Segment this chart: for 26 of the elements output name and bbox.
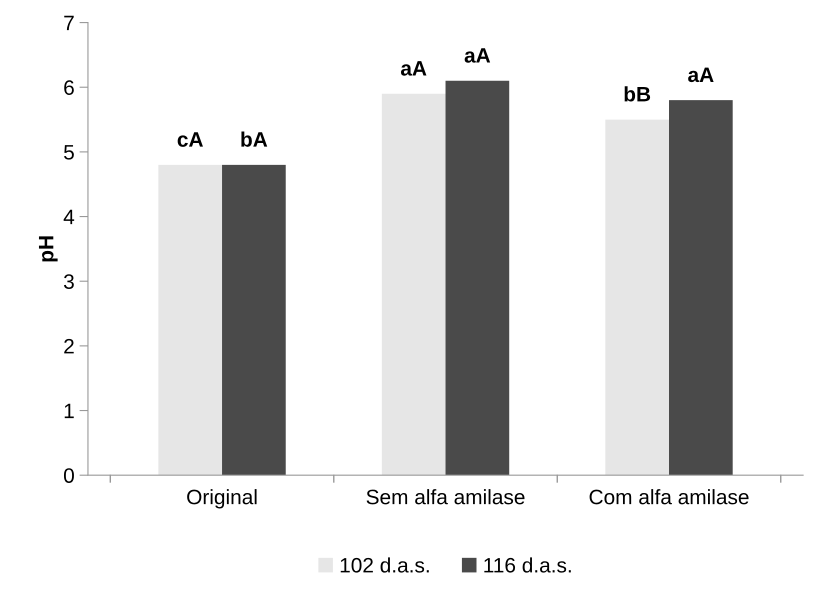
y-tick-label: 7 [64,16,74,30]
legend-label: 116 d.a.s. [484,557,571,573]
y-tick-label: 6 [64,80,74,95]
bar [605,120,670,476]
x-tick-label: Com alfa amilase [590,489,749,504]
bar [382,94,446,476]
y-tick-label: 5 [64,145,74,160]
bar [446,80,510,476]
bar [222,164,286,476]
data-label: aA [400,61,426,76]
data-label: bB [624,86,650,102]
y-tick-label: 3 [64,274,74,289]
x-tick-label: Original [187,489,257,509]
bar [669,100,733,476]
y-tick-label: 0 [64,468,74,483]
data-label: cA [178,132,203,147]
data-label: bA [241,132,268,147]
bar [158,164,222,476]
y-axis-title: pH [38,236,58,262]
y-tick-label: 1 [64,404,74,418]
y-tick-label: 4 [64,210,74,224]
data-label: aA [464,48,490,63]
y-tick-label: 2 [64,338,74,354]
data-label: aA [688,68,714,82]
legend-label: 102 d.a.s. [340,557,429,573]
x-tick-label: Sem alfa amilase [366,489,524,504]
